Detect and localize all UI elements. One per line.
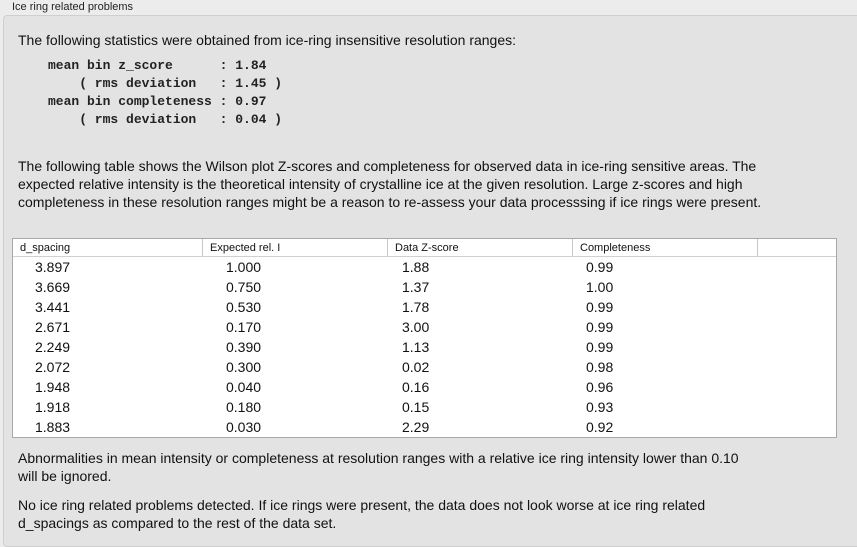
cell-completeness: 0.99 xyxy=(586,319,614,335)
cell-expected-rel-i: 0.040 xyxy=(226,379,262,395)
cell-data-z-score: 2.29 xyxy=(402,419,430,435)
column-header-expected-rel-i[interactable]: Expected rel. I xyxy=(203,239,388,256)
cell-completeness: 0.92 xyxy=(586,419,614,435)
conclusion-text: No ice ring related problems detected. I… xyxy=(18,497,706,531)
cell-expected-rel-i: 0.530 xyxy=(226,299,262,315)
column-header-completeness[interactable]: Completeness xyxy=(573,239,758,256)
cell-completeness: 1.00 xyxy=(586,279,614,295)
table-description: The following table shows the Wilson plo… xyxy=(18,158,762,210)
cell-expected-rel-i: 0.180 xyxy=(226,399,262,415)
table-row[interactable]: 2.671 0.170 3.00 0.99 xyxy=(13,317,836,337)
intro-text: The following statistics were obtained f… xyxy=(18,32,517,48)
table-row[interactable]: 2.072 0.300 0.02 0.98 xyxy=(13,357,836,377)
table-row[interactable]: 2.249 0.390 1.13 0.99 xyxy=(13,337,836,357)
cell-expected-rel-i: 0.300 xyxy=(226,359,262,375)
table-row[interactable]: 1.948 0.040 0.16 0.96 xyxy=(13,377,836,397)
table-header: d_spacing Expected rel. I Data Z-score C… xyxy=(13,239,836,257)
section-title: Ice ring related problems xyxy=(12,1,134,13)
cell-data-z-score: 0.16 xyxy=(402,379,430,395)
table-row[interactable]: 3.897 1.000 1.88 0.99 xyxy=(13,257,836,277)
table-row[interactable]: 3.669 0.750 1.37 1.00 xyxy=(13,277,836,297)
cell-data-z-score: 1.37 xyxy=(402,279,430,295)
cell-d-spacing: 2.249 xyxy=(35,339,71,355)
cell-d-spacing: 2.671 xyxy=(35,319,71,335)
cell-d-spacing: 1.948 xyxy=(35,379,71,395)
cell-data-z-score: 0.15 xyxy=(402,399,430,415)
table-row[interactable]: 1.918 0.180 0.15 0.93 xyxy=(13,397,836,417)
cell-data-z-score: 3.00 xyxy=(402,319,430,335)
cell-expected-rel-i: 0.170 xyxy=(226,319,262,335)
cell-d-spacing: 3.669 xyxy=(35,279,71,295)
cell-completeness: 0.93 xyxy=(586,399,614,415)
table-body: 3.897 1.000 1.88 0.99 3.669 0.750 1.37 1.00 3.44… xyxy=(13,257,836,437)
table-row[interactable]: 1.883 0.030 2.29 0.92 xyxy=(13,417,836,437)
cell-completeness: 0.99 xyxy=(586,299,614,315)
cell-expected-rel-i: 0.030 xyxy=(226,419,262,435)
cell-d-spacing: 1.883 xyxy=(35,419,71,435)
cell-d-spacing: 2.072 xyxy=(35,359,71,375)
column-header-data-z-score[interactable]: Data Z-score xyxy=(388,239,573,256)
cell-d-spacing: 3.441 xyxy=(35,299,71,315)
cell-expected-rel-i: 0.390 xyxy=(226,339,262,355)
note-text: Abnormalities in mean intensity or compl… xyxy=(18,450,739,484)
cell-d-spacing: 1.918 xyxy=(35,399,71,415)
cell-completeness: 0.96 xyxy=(586,379,614,395)
ice-ring-table[interactable]: d_spacing Expected rel. I Data Z-score C… xyxy=(12,238,837,438)
cell-data-z-score: 0.02 xyxy=(402,359,430,375)
cell-completeness: 0.98 xyxy=(586,359,614,375)
stats-block: mean bin z_score : 1.84 ( rms deviation … xyxy=(48,58,283,127)
cell-completeness: 0.99 xyxy=(586,339,614,355)
cell-data-z-score: 1.13 xyxy=(402,339,430,355)
cell-d-spacing: 3.897 xyxy=(35,259,71,275)
cell-expected-rel-i: 0.750 xyxy=(226,279,262,295)
cell-data-z-score: 1.88 xyxy=(402,259,430,275)
table-row[interactable]: 3.441 0.530 1.78 0.99 xyxy=(13,297,836,317)
cell-completeness: 0.99 xyxy=(586,259,614,275)
column-header-d-spacing[interactable]: d_spacing xyxy=(13,239,203,256)
cell-expected-rel-i: 1.000 xyxy=(226,259,262,275)
cell-data-z-score: 1.78 xyxy=(402,299,430,315)
